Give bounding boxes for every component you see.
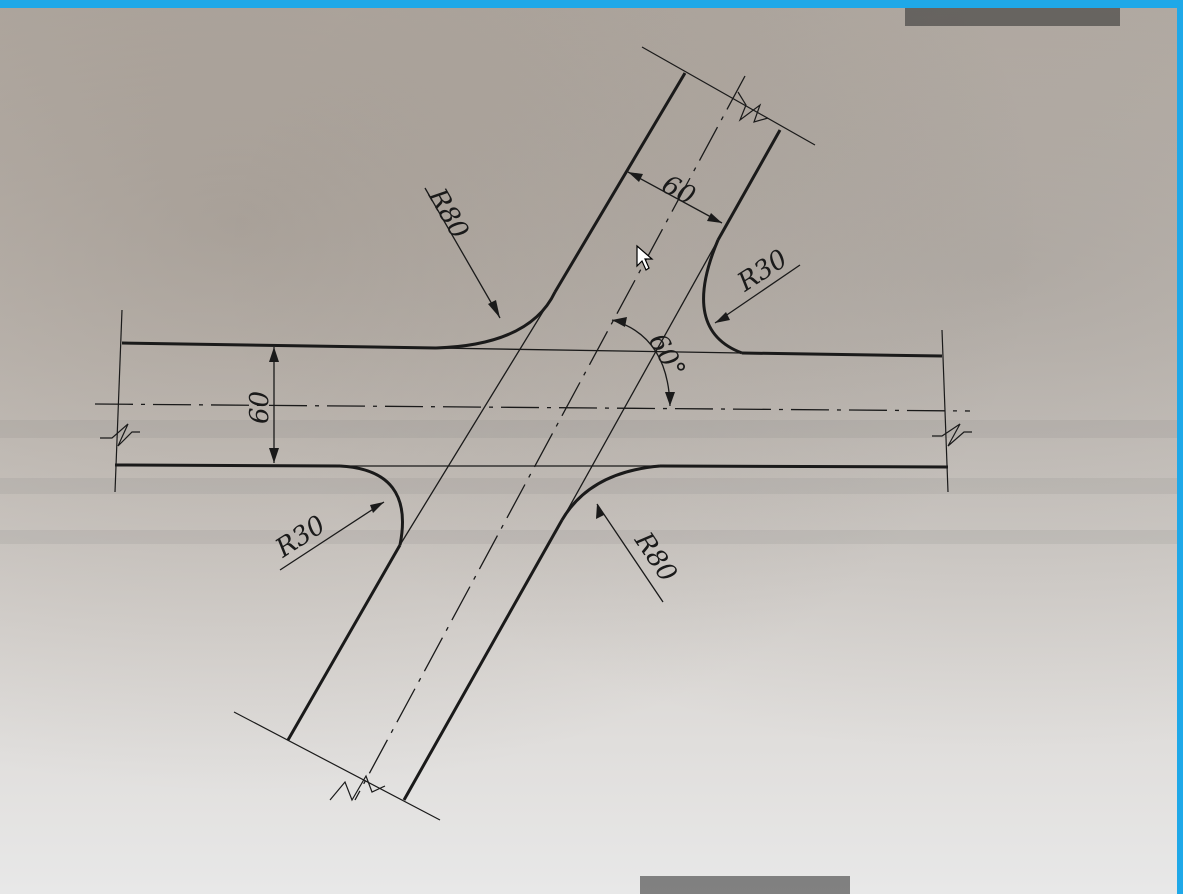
horizontal-road-bottom-right [659,464,949,469]
horizontal-road [94,309,972,493]
horizontal-road-top-right [741,351,943,358]
cropped-caption-fragment [640,876,850,894]
dim-60-diagonal-line [627,171,723,224]
window-top-accent-bar [0,0,1183,8]
left-break-mark [100,423,140,447]
diagonal-ghost-right [561,239,719,521]
label-60-diagonal: 60 [657,170,700,212]
arc-upper-right-r30 [702,239,743,355]
diagonal-centerline [354,75,746,801]
horizontal-centerline [94,403,971,412]
right-break-mark [932,423,972,447]
dim-r80-lower-right-leader [596,503,664,603]
dimension-lines [273,171,801,603]
diagonal-left-upper-edge [553,72,687,293]
label-angle-60deg: 60° [642,329,691,384]
horizontal-road-ghost-top [435,347,743,354]
arrow-angle-bottom [665,392,675,406]
diagonal-bottom-break-mark [329,774,386,802]
left-end-line [114,309,123,493]
dim-r80-upper-left-leader [424,187,501,319]
arrow-60-horiz-bottom [269,448,279,463]
arc-lower-right-r80 [560,464,661,521]
diagonal-right-upper-edge [716,129,782,241]
arc-lower-left-r30 [339,464,404,546]
arrow-r30-upper-right [715,312,730,323]
arrow-r80-lower-right [596,504,604,519]
dim-r30-lower-left-leader [279,501,385,571]
arrow-60-diag-a [628,172,643,182]
diagonal-ghost-left [399,291,556,546]
arrow-60-horiz-top [269,347,279,362]
diagonal-left-lower-edge [286,544,402,741]
label-60-horizontal: 60 [245,391,275,424]
dim-r30-upper-right-leader [714,264,801,324]
arrow-angle-top [612,317,627,327]
diagonal-right-lower-edge [402,519,564,801]
bleed-through [0,420,1183,544]
dimension-arrowheads [269,172,730,519]
label-r80-upper-left: R80 [421,183,474,244]
arrow-r80-upper-left [488,300,500,318]
diagonal-road [233,46,816,821]
cropped-text-fragment [905,8,1120,26]
corner-arcs [339,239,743,546]
arc-upper-left-r80 [435,291,557,350]
horizontal-road-bottom-left [114,463,341,468]
diagonal-bottom-end-line [233,711,441,821]
diagonal-top-break-mark [737,91,769,123]
arrow-60-diag-b [707,213,722,223]
mouse-pointer-icon [636,244,654,271]
horizontal-road-top-left [121,341,437,350]
right-end-line [941,329,949,493]
arrow-r30-lower-left [370,502,384,513]
window-right-accent-bar [1177,0,1183,894]
diagonal-top-end-line [641,46,816,146]
